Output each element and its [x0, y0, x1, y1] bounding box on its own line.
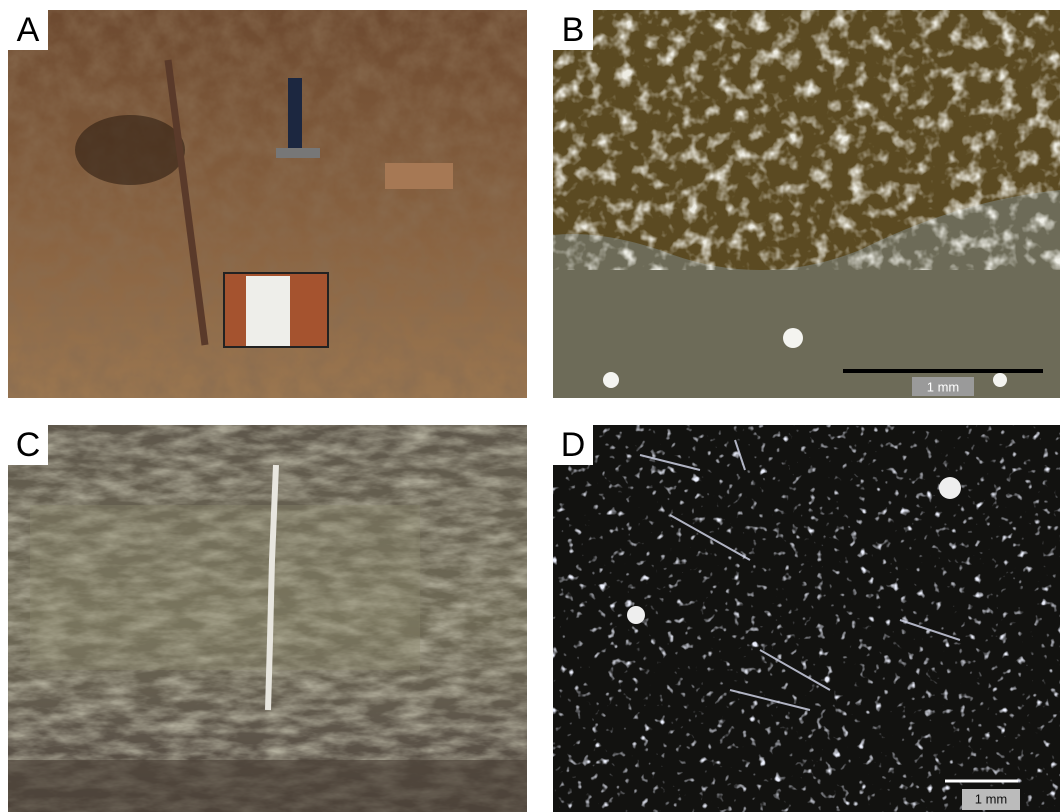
shadow — [75, 115, 185, 185]
stick — [164, 59, 209, 346]
stick — [265, 464, 279, 711]
panel-label: A — [17, 11, 40, 49]
grain — [627, 606, 645, 624]
grain — [783, 328, 803, 348]
fossils — [639, 439, 961, 711]
scale-label: 1 mm — [975, 791, 1008, 806]
hammer-handle — [288, 78, 302, 148]
label-box — [553, 10, 593, 50]
label-box — [8, 425, 48, 465]
card-white — [246, 276, 290, 346]
scale-label: 1 mm — [927, 379, 960, 394]
label-box — [8, 10, 48, 50]
grain — [939, 477, 961, 499]
panel-label: D — [561, 426, 586, 464]
hammer-head — [276, 148, 320, 158]
panel-label: C — [16, 426, 41, 464]
grain — [993, 373, 1007, 387]
panel-c: C — [8, 425, 527, 812]
rock — [385, 163, 453, 189]
scale-label-box — [962, 789, 1020, 810]
panel-d: 1 mm D — [553, 425, 1060, 812]
panel-b: 1 mm B — [553, 10, 1060, 398]
ground — [8, 760, 527, 812]
bedding — [30, 505, 420, 670]
label-box — [553, 425, 593, 465]
panel-label: B — [562, 11, 585, 49]
grains — [553, 10, 1060, 270]
photo-texture — [8, 425, 527, 812]
scale-label-box — [912, 377, 974, 396]
grain — [603, 372, 619, 388]
panel-a: A — [8, 10, 527, 398]
